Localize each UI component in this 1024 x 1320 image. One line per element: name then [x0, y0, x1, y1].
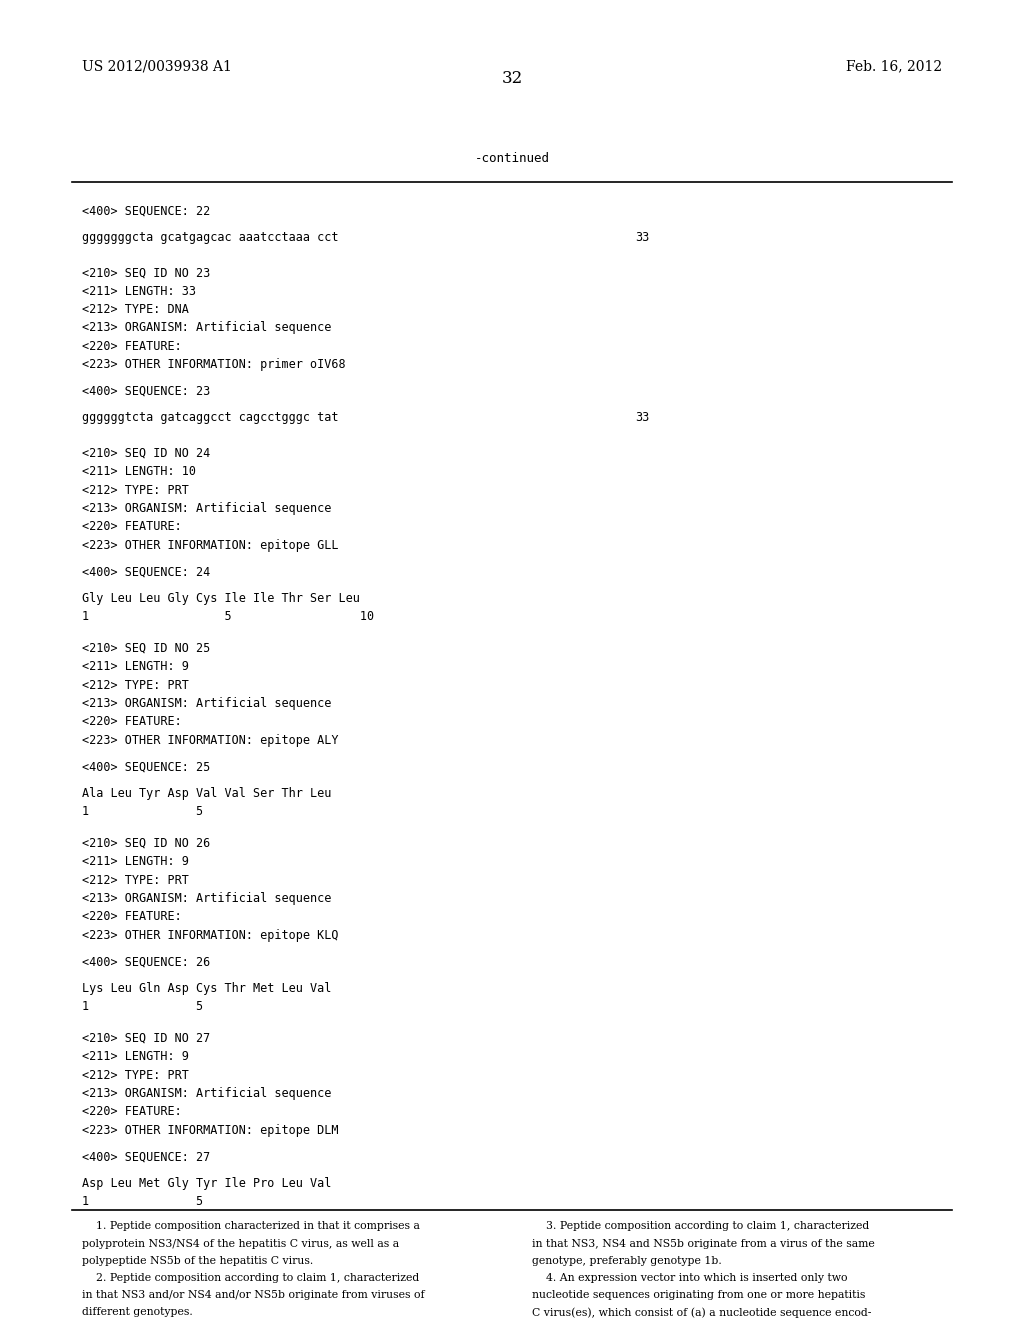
Text: 33: 33: [635, 411, 649, 424]
Text: 1. Peptide composition characterized in that it comprises a: 1. Peptide composition characterized in …: [82, 1221, 420, 1232]
Text: 1               5: 1 5: [82, 1001, 203, 1012]
Text: <212> TYPE: PRT: <212> TYPE: PRT: [82, 874, 188, 887]
Text: 1                   5                  10: 1 5 10: [82, 610, 374, 623]
Text: <400> SEQUENCE: 22: <400> SEQUENCE: 22: [82, 205, 210, 218]
Text: <213> ORGANISM: Artificial sequence: <213> ORGANISM: Artificial sequence: [82, 892, 332, 906]
Text: 1               5: 1 5: [82, 1195, 203, 1208]
Text: in that NS3, NS4 and NS5b originate from a virus of the same: in that NS3, NS4 and NS5b originate from…: [532, 1238, 876, 1249]
Text: 2. Peptide composition according to claim 1, characterized: 2. Peptide composition according to clai…: [82, 1272, 419, 1283]
Text: <210> SEQ ID NO 26: <210> SEQ ID NO 26: [82, 837, 210, 850]
Text: <220> FEATURE:: <220> FEATURE:: [82, 520, 181, 533]
Text: <213> ORGANISM: Artificial sequence: <213> ORGANISM: Artificial sequence: [82, 697, 332, 710]
Text: in that NS3 and/or NS4 and/or NS5b originate from viruses of: in that NS3 and/or NS4 and/or NS5b origi…: [82, 1290, 425, 1300]
Text: <220> FEATURE:: <220> FEATURE:: [82, 1105, 181, 1118]
Text: <211> LENGTH: 10: <211> LENGTH: 10: [82, 465, 196, 478]
Text: polyprotein NS3/NS4 of the hepatitis C virus, as well as a: polyprotein NS3/NS4 of the hepatitis C v…: [82, 1238, 399, 1249]
Text: <400> SEQUENCE: 27: <400> SEQUENCE: 27: [82, 1150, 210, 1163]
Text: 1               5: 1 5: [82, 805, 203, 818]
Text: <213> ORGANISM: Artificial sequence: <213> ORGANISM: Artificial sequence: [82, 1086, 332, 1100]
Text: <211> LENGTH: 9: <211> LENGTH: 9: [82, 660, 188, 673]
Text: 3. Peptide composition according to claim 1, characterized: 3. Peptide composition according to clai…: [532, 1221, 869, 1232]
Text: Ala Leu Tyr Asp Val Val Ser Thr Leu: Ala Leu Tyr Asp Val Val Ser Thr Leu: [82, 787, 332, 800]
Text: US 2012/0039938 A1: US 2012/0039938 A1: [82, 59, 231, 74]
Text: ggggggtcta gatcaggcct cagcctgggc tat: ggggggtcta gatcaggcct cagcctgggc tat: [82, 411, 338, 424]
Text: <211> LENGTH: 33: <211> LENGTH: 33: [82, 285, 196, 297]
Text: <223> OTHER INFORMATION: primer oIV68: <223> OTHER INFORMATION: primer oIV68: [82, 358, 345, 371]
Text: Gly Leu Leu Gly Cys Ile Ile Thr Ser Leu: Gly Leu Leu Gly Cys Ile Ile Thr Ser Leu: [82, 591, 359, 605]
Text: <400> SEQUENCE: 26: <400> SEQUENCE: 26: [82, 956, 210, 969]
Text: <212> TYPE: PRT: <212> TYPE: PRT: [82, 678, 188, 692]
Text: <223> OTHER INFORMATION: epitope ALY: <223> OTHER INFORMATION: epitope ALY: [82, 734, 338, 747]
Text: Asp Leu Met Gly Tyr Ile Pro Leu Val: Asp Leu Met Gly Tyr Ile Pro Leu Val: [82, 1176, 332, 1189]
Text: <220> FEATURE:: <220> FEATURE:: [82, 341, 181, 352]
Text: <400> SEQUENCE: 23: <400> SEQUENCE: 23: [82, 384, 210, 397]
Text: 33: 33: [635, 231, 649, 244]
Text: <213> ORGANISM: Artificial sequence: <213> ORGANISM: Artificial sequence: [82, 322, 332, 334]
Text: <400> SEQUENCE: 24: <400> SEQUENCE: 24: [82, 565, 210, 578]
Text: <220> FEATURE:: <220> FEATURE:: [82, 911, 181, 924]
Text: nucleotide sequences originating from one or more hepatitis: nucleotide sequences originating from on…: [532, 1290, 866, 1300]
Text: <223> OTHER INFORMATION: epitope GLL: <223> OTHER INFORMATION: epitope GLL: [82, 539, 338, 552]
Text: <210> SEQ ID NO 25: <210> SEQ ID NO 25: [82, 642, 210, 655]
Text: <210> SEQ ID NO 23: <210> SEQ ID NO 23: [82, 267, 210, 279]
Text: Feb. 16, 2012: Feb. 16, 2012: [846, 59, 942, 74]
Text: <212> TYPE: DNA: <212> TYPE: DNA: [82, 304, 188, 315]
Text: <213> ORGANISM: Artificial sequence: <213> ORGANISM: Artificial sequence: [82, 502, 332, 515]
Text: -continued: -continued: [474, 152, 550, 165]
Text: <210> SEQ ID NO 24: <210> SEQ ID NO 24: [82, 446, 210, 459]
Text: gggggggcta gcatgagcac aaatcctaaa cct: gggggggcta gcatgagcac aaatcctaaa cct: [82, 231, 338, 244]
Text: genotype, preferably genotype 1b.: genotype, preferably genotype 1b.: [532, 1255, 722, 1266]
Text: 4. An expression vector into which is inserted only two: 4. An expression vector into which is in…: [532, 1272, 848, 1283]
Text: 32: 32: [502, 70, 522, 87]
Text: different genotypes.: different genotypes.: [82, 1307, 193, 1317]
Text: <211> LENGTH: 9: <211> LENGTH: 9: [82, 855, 188, 869]
Text: <212> TYPE: PRT: <212> TYPE: PRT: [82, 483, 188, 496]
Text: <400> SEQUENCE: 25: <400> SEQUENCE: 25: [82, 760, 210, 774]
Text: <212> TYPE: PRT: <212> TYPE: PRT: [82, 1069, 188, 1081]
Text: <223> OTHER INFORMATION: epitope DLM: <223> OTHER INFORMATION: epitope DLM: [82, 1123, 338, 1137]
Text: <220> FEATURE:: <220> FEATURE:: [82, 715, 181, 729]
Text: C virus(es), which consist of (a) a nucleotide sequence encod-: C virus(es), which consist of (a) a nucl…: [532, 1307, 871, 1317]
Text: polypeptide NS5b of the hepatitis C virus.: polypeptide NS5b of the hepatitis C viru…: [82, 1255, 313, 1266]
Text: <210> SEQ ID NO 27: <210> SEQ ID NO 27: [82, 1032, 210, 1044]
Text: Lys Leu Gln Asp Cys Thr Met Leu Val: Lys Leu Gln Asp Cys Thr Met Leu Val: [82, 982, 332, 994]
Text: <223> OTHER INFORMATION: epitope KLQ: <223> OTHER INFORMATION: epitope KLQ: [82, 929, 338, 942]
Text: <211> LENGTH: 9: <211> LENGTH: 9: [82, 1051, 188, 1063]
